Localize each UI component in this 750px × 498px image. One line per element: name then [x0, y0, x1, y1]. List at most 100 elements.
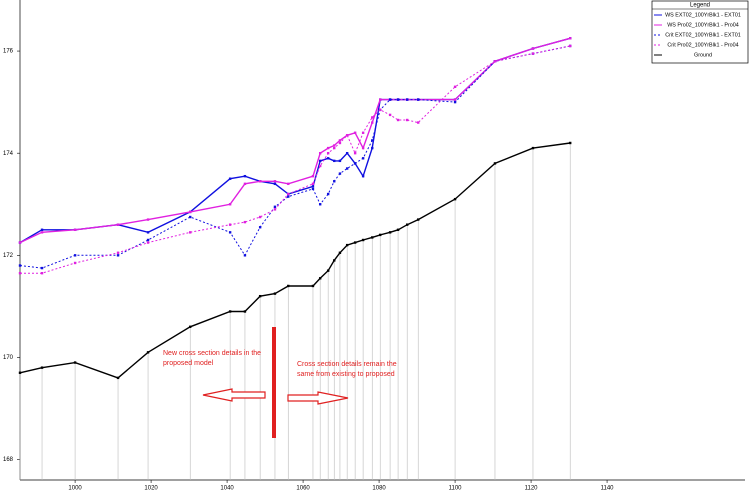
point	[18, 241, 22, 244]
point	[493, 162, 497, 165]
point	[371, 116, 374, 119]
x-tick-label: 1120	[525, 486, 539, 492]
y-tick-label: 174	[3, 151, 14, 157]
legend-label: Crit EXT02_100YrBlk1 - EXT01	[665, 32, 741, 38]
point	[379, 108, 382, 111]
point	[333, 259, 336, 262]
point	[311, 187, 315, 191]
point	[345, 167, 349, 170]
point	[40, 271, 44, 275]
point	[146, 218, 150, 221]
point	[73, 228, 77, 231]
legend-label: WS EXT02_100YrBlk1 - EXT01	[665, 12, 741, 18]
point	[361, 238, 365, 242]
point	[40, 228, 44, 231]
point	[338, 139, 342, 142]
point	[116, 223, 120, 226]
point	[361, 157, 365, 160]
point	[318, 203, 322, 206]
y-tick-label: 170	[3, 355, 14, 361]
point	[338, 141, 342, 145]
point	[287, 192, 290, 196]
point	[287, 195, 290, 198]
point	[287, 182, 290, 186]
point	[258, 180, 262, 183]
point	[318, 151, 322, 155]
point	[18, 264, 22, 267]
point	[116, 376, 120, 380]
point	[371, 121, 374, 124]
point	[388, 98, 392, 101]
point	[40, 366, 44, 369]
point	[371, 139, 374, 142]
point	[371, 146, 374, 150]
x-tick-label: 1140	[601, 486, 615, 492]
point	[326, 269, 330, 272]
point	[379, 233, 382, 237]
x-tick-label: 1040	[220, 486, 234, 492]
right-arrow	[287, 391, 349, 405]
point	[318, 164, 322, 168]
point	[353, 162, 357, 165]
point	[311, 182, 315, 186]
point	[243, 182, 247, 186]
point	[396, 118, 400, 122]
point	[228, 177, 232, 180]
point	[326, 151, 330, 155]
legend-label: Ground	[694, 52, 712, 58]
point	[258, 226, 262, 229]
x-tick-label: 1080	[372, 486, 386, 492]
point	[417, 98, 420, 101]
point	[396, 98, 400, 101]
point	[311, 284, 315, 288]
point	[146, 351, 150, 354]
point	[146, 238, 150, 242]
point	[243, 254, 247, 257]
point	[345, 243, 349, 247]
point	[326, 192, 330, 196]
point	[569, 37, 572, 40]
point	[116, 251, 120, 254]
point	[273, 182, 277, 186]
point	[258, 215, 262, 219]
point	[333, 146, 336, 150]
y-tick-label: 172	[3, 253, 14, 259]
annotation-text: New cross section details in the propose…	[163, 350, 262, 367]
x-tick-label: 1020	[144, 486, 158, 492]
point	[405, 118, 409, 122]
point	[243, 310, 247, 313]
annotation-text: Cross section details remain the same fr…	[297, 361, 397, 378]
point	[333, 144, 336, 147]
y-tick-label: 176	[3, 49, 14, 55]
point	[353, 241, 357, 244]
point	[493, 60, 497, 63]
x-tick-label: 1060	[296, 486, 310, 492]
point	[333, 159, 336, 163]
point	[326, 157, 330, 160]
point	[73, 361, 77, 364]
point	[417, 218, 420, 221]
point	[146, 231, 150, 234]
point	[189, 210, 192, 214]
point	[18, 271, 22, 275]
point	[388, 113, 392, 117]
point	[405, 223, 409, 226]
point	[326, 146, 330, 150]
point	[228, 310, 232, 313]
point	[40, 231, 44, 234]
y-tick-label: 168	[3, 457, 14, 463]
point	[417, 121, 420, 124]
point	[361, 174, 365, 178]
point	[273, 205, 277, 209]
point	[453, 98, 457, 101]
point	[333, 180, 336, 183]
point	[531, 47, 535, 50]
legend-title: Legend	[690, 3, 710, 9]
legend-label: WS Pro02_100YrBlk1 - Pro04	[667, 22, 739, 28]
point	[569, 44, 572, 48]
point	[569, 141, 572, 145]
x-tick-label: 1100	[449, 486, 463, 492]
point	[531, 146, 535, 150]
point	[40, 266, 44, 270]
